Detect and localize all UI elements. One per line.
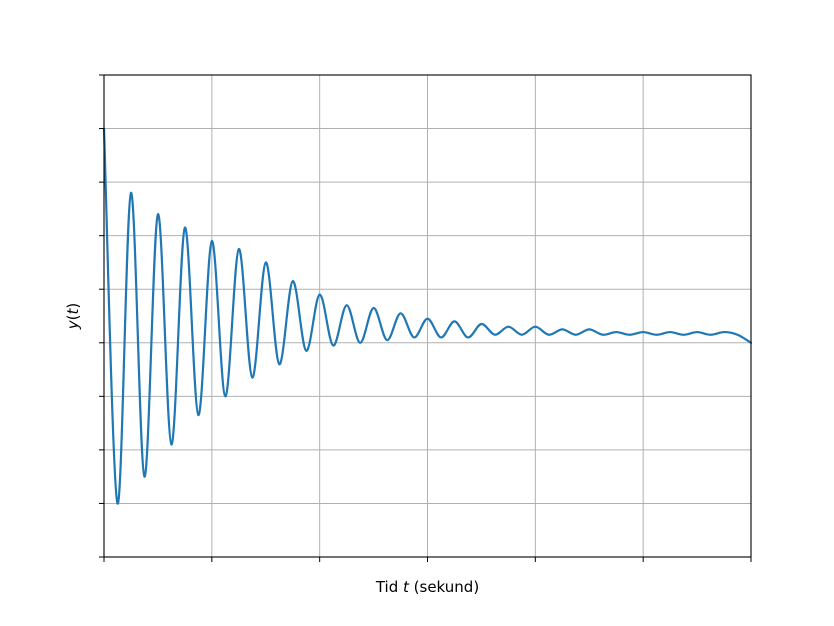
y-axis-title: y(t)	[64, 303, 82, 331]
response-curve	[102, 127, 753, 505]
x-axis-title-prefix: Tid	[375, 578, 403, 596]
y-axis-title-arg: t	[64, 308, 82, 315]
x-axis-title-suffix: (sekund)	[409, 578, 479, 596]
x-axis-title-var: t	[403, 578, 410, 596]
y-axis-title-open: (	[64, 315, 82, 321]
y-axis-title-close: )	[64, 303, 82, 309]
y-axis-title-var: y	[64, 319, 82, 330]
x-axis-title: Tid t (sekund)	[375, 578, 479, 596]
grid	[104, 75, 751, 557]
ticks	[99, 74, 752, 562]
